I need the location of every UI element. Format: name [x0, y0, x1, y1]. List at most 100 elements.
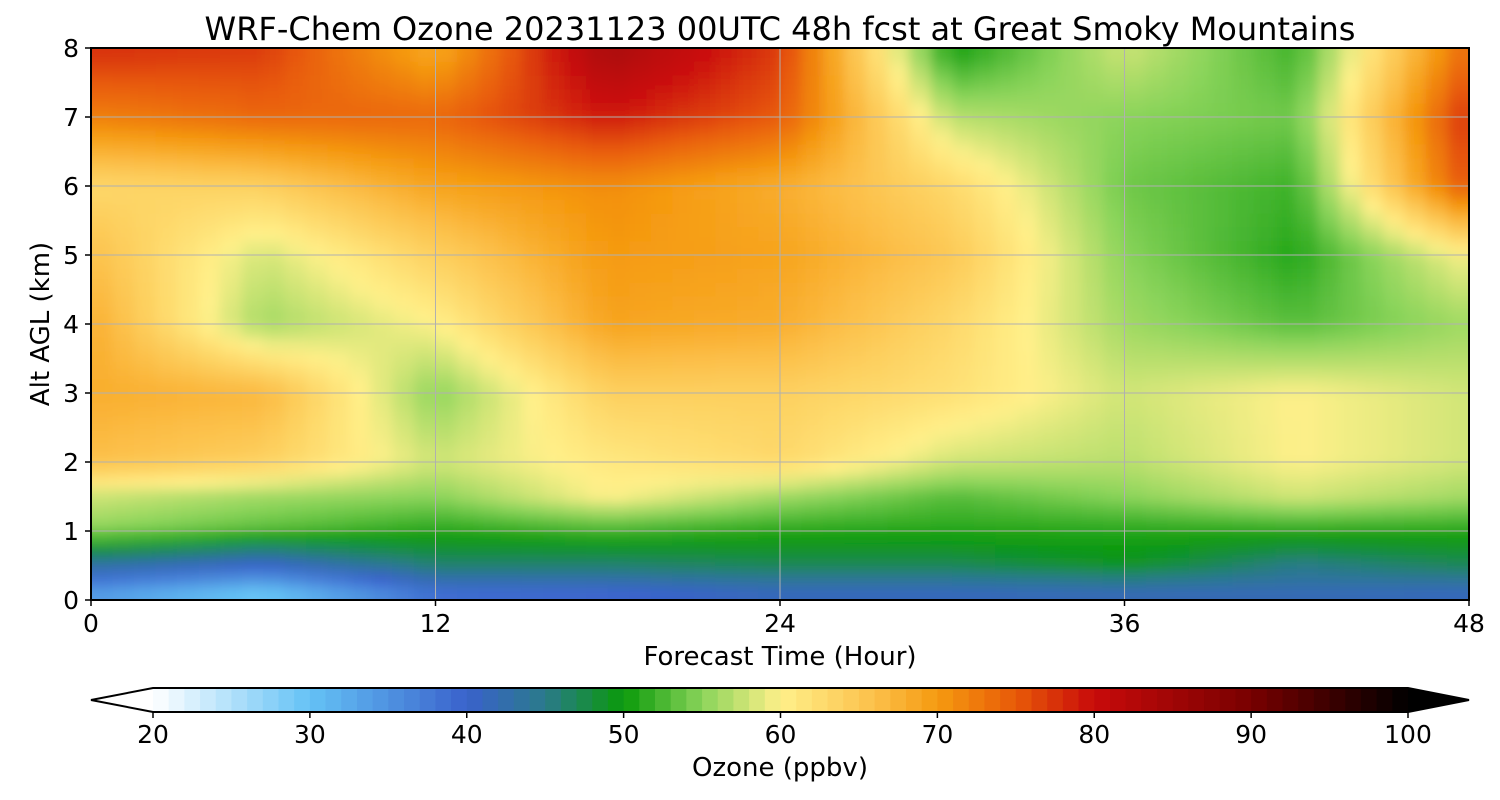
heatmap-cell [1232, 544, 1255, 560]
heatmap-cell [177, 544, 200, 560]
colorbar-swatch [1313, 688, 1331, 712]
heatmap-cell [1447, 544, 1469, 560]
heatmap-cell [263, 475, 286, 491]
heatmap-cell [220, 420, 243, 436]
heatmap-cell [284, 572, 308, 588]
heatmap-cell [1425, 255, 1449, 270]
heatmap-cell [844, 337, 868, 353]
heatmap-cell [672, 268, 695, 284]
heatmap-cell [930, 213, 954, 229]
heatmap-cell [543, 186, 566, 201]
heatmap-cell [1124, 517, 1148, 532]
heatmap-cell [1404, 586, 1427, 600]
heatmap-cell [1361, 255, 1384, 270]
heatmap-cell [1146, 434, 1169, 450]
heatmap-cell [780, 531, 803, 546]
heatmap-cell [1102, 379, 1126, 394]
heatmap-cell [780, 268, 803, 284]
heatmap-cell [1253, 103, 1277, 118]
heatmap-cell [607, 75, 631, 91]
heatmap-cell [1081, 130, 1104, 146]
heatmap-cell [500, 600, 523, 615]
heatmap-cell [1146, 448, 1169, 463]
heatmap-cell [91, 489, 92, 505]
heatmap-cell [457, 130, 480, 146]
heatmap-cell [1275, 158, 1298, 174]
heatmap-cell [629, 75, 652, 91]
heatmap-cell [715, 75, 738, 91]
heatmap-cell [780, 310, 803, 325]
heatmap-cell [327, 365, 351, 381]
heatmap-cell [1296, 89, 1320, 105]
heatmap-cell [521, 351, 545, 367]
heatmap-cell [1016, 75, 1040, 91]
heatmap-cell [1146, 130, 1169, 146]
heatmap-cell [586, 324, 609, 339]
heatmap-cell [1232, 255, 1255, 270]
heatmap-cell [500, 365, 523, 381]
heatmap-cell [1038, 475, 1061, 491]
heatmap-cell [1275, 475, 1298, 491]
heatmap-cell [521, 158, 545, 174]
colorbar-swatch [1000, 688, 1017, 712]
heatmap-cell [1361, 475, 1384, 491]
heatmap-cell [586, 406, 609, 422]
heatmap-cell [1146, 531, 1169, 546]
heatmap-cell [478, 351, 502, 367]
heatmap-cell [1404, 103, 1427, 118]
heatmap-cell [306, 48, 329, 63]
heatmap-cell [435, 61, 459, 77]
heatmap-cell [973, 572, 997, 588]
heatmap-cell [909, 48, 932, 63]
heatmap-cell [758, 558, 781, 574]
heatmap-cell [1447, 130, 1469, 146]
heatmap-cell [1102, 544, 1126, 560]
heatmap-cell [457, 420, 480, 436]
heatmap-cell [586, 268, 609, 284]
heatmap-cell [457, 379, 480, 394]
heatmap-cell [500, 144, 523, 160]
heatmap-cell [1275, 186, 1298, 201]
heatmap-cell [693, 130, 717, 146]
heatmap-cell [1167, 117, 1191, 132]
heatmap-cell [155, 61, 179, 77]
heatmap-cell [198, 241, 222, 256]
heatmap-cell [1253, 337, 1277, 353]
heatmap-cell [736, 406, 760, 422]
heatmap-cell [823, 186, 846, 201]
heatmap-cell [370, 130, 394, 146]
heatmap-cell [112, 172, 136, 187]
colorbar-swatch [796, 688, 813, 712]
heatmap-cell [607, 324, 631, 339]
heatmap-cell [220, 296, 243, 312]
heatmap-cell [823, 503, 846, 519]
heatmap-cell [715, 130, 738, 146]
heatmap-cell [1102, 365, 1126, 381]
heatmap-cell [177, 572, 200, 588]
heatmap-cell [844, 558, 868, 574]
heatmap-cell [736, 89, 760, 105]
heatmap-cell [844, 586, 868, 600]
heatmap-cell [1318, 241, 1341, 256]
heatmap-cell [413, 61, 437, 77]
heatmap-cell [845, 600, 868, 615]
heatmap-cell [952, 172, 975, 187]
heatmap-cell [715, 517, 738, 532]
heatmap-cell [91, 393, 114, 408]
heatmap-cell [177, 158, 200, 174]
heatmap-cell [973, 144, 997, 160]
heatmap-cell [457, 241, 480, 256]
heatmap-cell [457, 351, 480, 367]
heatmap-cell [500, 172, 523, 187]
heatmap-cell [500, 213, 523, 229]
heatmap-cell [155, 572, 179, 588]
heatmap-cell [413, 172, 437, 187]
heatmap-cell [1318, 89, 1341, 105]
heatmap-cell [1447, 282, 1469, 298]
heatmap-cell [220, 144, 243, 160]
heatmap-cell [1038, 544, 1061, 560]
heatmap-cell [844, 434, 868, 450]
heatmap-cell [1425, 144, 1449, 160]
heatmap-cell [586, 503, 609, 519]
heatmap-cell [521, 558, 545, 574]
